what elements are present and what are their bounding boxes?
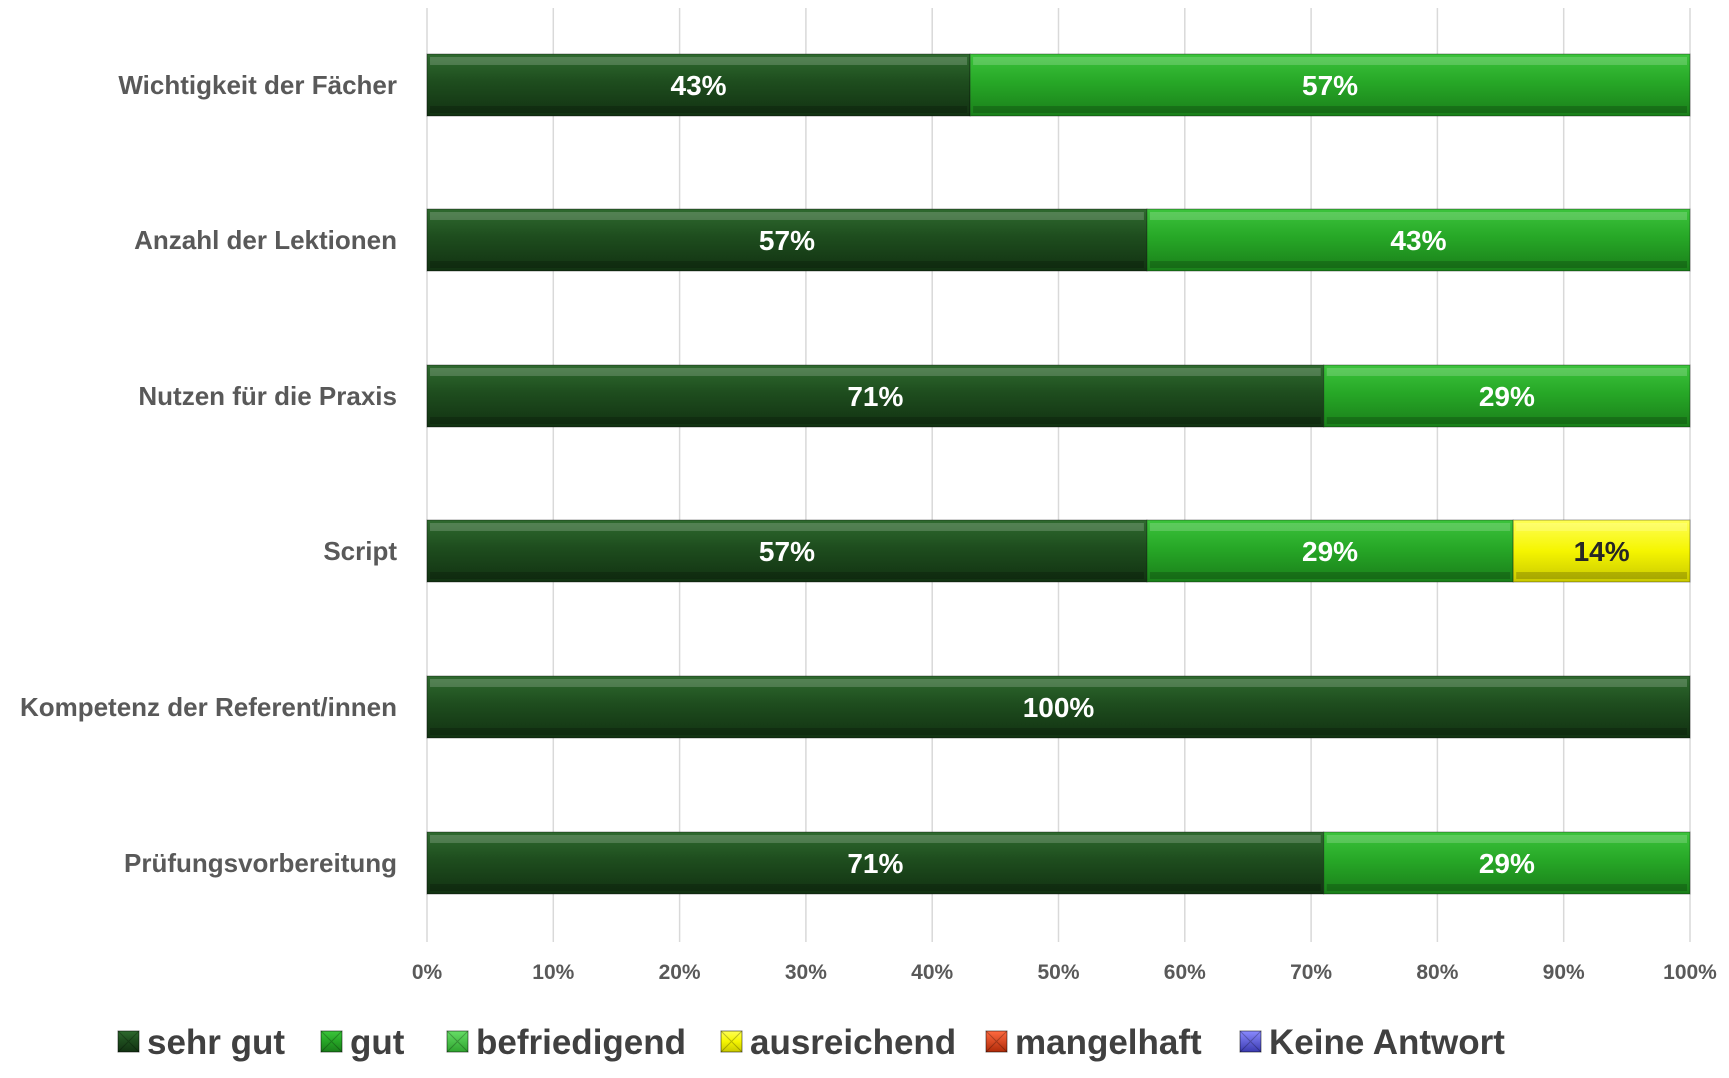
- legend-swatch-bevel: [320, 1030, 343, 1053]
- bar-bevel-bottom: [430, 106, 968, 113]
- bars: [426, 53, 1691, 895]
- bar-bevel-bottom: [1149, 261, 1687, 268]
- legend-label: gut: [350, 1023, 405, 1062]
- data-label: 57%: [1302, 70, 1358, 101]
- category-label: Anzahl der Lektionen: [134, 225, 397, 255]
- legend-swatch: [320, 1030, 343, 1053]
- bar-bevel-top: [430, 679, 1687, 687]
- bar-bevel-bottom: [1326, 417, 1687, 424]
- x-tick-label: 60%: [1164, 961, 1206, 984]
- data-label: 43%: [671, 70, 727, 101]
- bar-bevel-top: [973, 57, 1687, 65]
- x-tick-label: 70%: [1290, 961, 1332, 984]
- legend-swatch-bevel: [117, 1030, 140, 1053]
- bar-segment: [1323, 831, 1691, 895]
- category-label: Nutzen für die Praxis: [138, 381, 397, 411]
- category-label: Wichtigkeit der Fächer: [118, 70, 397, 100]
- bar-bevel-bottom: [430, 728, 1687, 735]
- category-label: Prüfungsvorbereitung: [124, 848, 397, 878]
- bar-bevel-bottom: [430, 261, 1144, 268]
- bar-bevel-top: [1326, 835, 1687, 843]
- bar-segment: [426, 519, 1148, 583]
- bar-bevel-top: [430, 523, 1144, 531]
- legend-label: befriedigend: [476, 1023, 686, 1062]
- bar-bevel-top: [430, 835, 1321, 843]
- legend-swatch-bevel: [446, 1030, 469, 1053]
- legend-swatch-bevel: [985, 1030, 1008, 1053]
- data-label: 71%: [847, 381, 903, 412]
- data-label: 14%: [1574, 536, 1630, 567]
- legend-swatch: [117, 1030, 140, 1053]
- category-axis: Wichtigkeit der Fächer Anzahl der Lektion…: [20, 70, 397, 878]
- bar-segment: [1146, 519, 1514, 583]
- legend-label: Keine Antwort: [1269, 1023, 1505, 1062]
- bar-segment: [426, 831, 1325, 895]
- data-label: 43%: [1390, 225, 1446, 256]
- x-tick-label: 20%: [659, 961, 701, 984]
- bar-bevel-top: [1149, 523, 1511, 531]
- bar-bevel-bottom: [430, 417, 1321, 424]
- bar-bevel-top: [1149, 212, 1687, 220]
- legend-swatch-bevel: [720, 1030, 743, 1053]
- bar-bevel-bottom: [430, 572, 1144, 579]
- bar-bevel-top: [430, 368, 1321, 376]
- gridlines: [426, 8, 1691, 942]
- x-tick-label: 50%: [1037, 961, 1079, 984]
- x-tick-label: 100%: [1663, 961, 1717, 984]
- bar-segment: [426, 364, 1325, 428]
- bar-bevel-bottom: [430, 884, 1321, 891]
- data-label: 29%: [1479, 848, 1535, 879]
- bar-bevel-top: [430, 212, 1144, 220]
- value-axis: 0% 10% 20% 30% 40% 50% 60% 70% 80% 90% 100%: [412, 961, 1717, 984]
- bar-segment: [426, 208, 1148, 272]
- legend-swatch: [1239, 1030, 1262, 1053]
- bar-segment: [426, 53, 971, 117]
- legend-swatch: [720, 1030, 743, 1053]
- bar-bevel-bottom: [1149, 572, 1511, 579]
- category-label: Script: [323, 536, 397, 566]
- bar-bevel-top: [1326, 368, 1687, 376]
- x-tick-label: 30%: [785, 961, 827, 984]
- x-tick-label: 90%: [1543, 961, 1585, 984]
- legend: sehr gut gut befriedigend ausreichend mangel…: [117, 1023, 1505, 1062]
- x-tick-label: 0%: [412, 961, 443, 984]
- legend-label: mangelhaft: [1015, 1023, 1202, 1062]
- bar-bevel-bottom: [1516, 572, 1687, 579]
- bar-bevel-bottom: [1326, 884, 1687, 891]
- x-tick-label: 40%: [911, 961, 953, 984]
- data-label: 29%: [1479, 381, 1535, 412]
- bar-segment: [1512, 519, 1691, 583]
- data-label: 57%: [759, 225, 815, 256]
- legend-swatch-bevel: [1239, 1030, 1262, 1053]
- bar-segment: [1146, 208, 1691, 272]
- bar-bevel-top: [1516, 523, 1687, 531]
- x-tick-label: 80%: [1416, 961, 1458, 984]
- data-label: 29%: [1302, 536, 1358, 567]
- bar-bevel-top: [430, 57, 968, 65]
- bar-segment: [426, 675, 1691, 739]
- bar-segment: [969, 53, 1691, 117]
- bar-bevel-bottom: [973, 106, 1687, 113]
- data-label: 57%: [759, 536, 815, 567]
- bar-segment: [1323, 364, 1691, 428]
- x-tick-label: 10%: [532, 961, 574, 984]
- category-label: Kompetenz der Referent/innen: [20, 692, 397, 722]
- data-labels: 43% 57% 57% 43% 71% 29% 57% 29% 14% 100% 71% 29%: [671, 70, 1630, 879]
- legend-label: sehr gut: [147, 1023, 285, 1062]
- data-label: 100%: [1023, 692, 1095, 723]
- legend-swatch: [446, 1030, 469, 1053]
- legend-label: ausreichend: [750, 1023, 956, 1062]
- data-label: 71%: [847, 848, 903, 879]
- legend-swatch: [985, 1030, 1008, 1053]
